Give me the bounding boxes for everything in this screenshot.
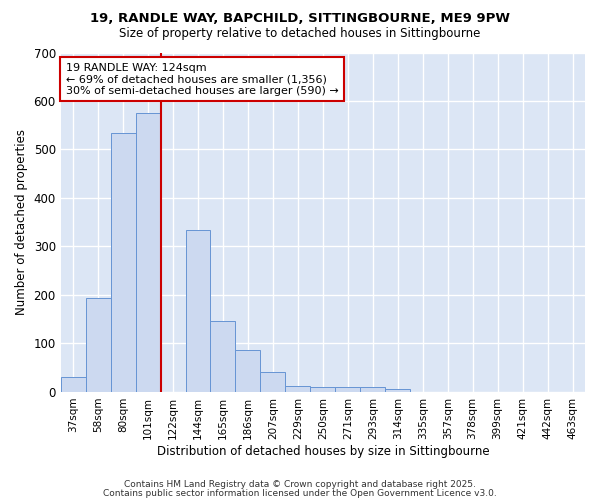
Text: Size of property relative to detached houses in Sittingbourne: Size of property relative to detached ho… bbox=[119, 28, 481, 40]
Bar bbox=[310, 387, 335, 392]
Bar bbox=[185, 230, 211, 392]
Text: 19, RANDLE WAY, BAPCHILD, SITTINGBOURNE, ME9 9PW: 19, RANDLE WAY, BAPCHILD, SITTINGBOURNE,… bbox=[90, 12, 510, 26]
Text: 19 RANDLE WAY: 124sqm
← 69% of detached houses are smaller (1,356)
30% of semi-d: 19 RANDLE WAY: 124sqm ← 69% of detached … bbox=[66, 62, 338, 96]
Text: Contains HM Land Registry data © Crown copyright and database right 2025.: Contains HM Land Registry data © Crown c… bbox=[124, 480, 476, 489]
X-axis label: Distribution of detached houses by size in Sittingbourne: Distribution of detached houses by size … bbox=[157, 444, 489, 458]
Bar bbox=[385, 389, 410, 392]
Bar bbox=[335, 387, 360, 392]
Bar bbox=[286, 386, 310, 392]
Bar bbox=[136, 113, 161, 392]
Bar bbox=[211, 320, 235, 392]
Bar bbox=[235, 350, 260, 392]
Bar bbox=[260, 372, 286, 392]
Bar bbox=[86, 298, 110, 392]
Bar bbox=[360, 387, 385, 392]
Bar bbox=[110, 132, 136, 392]
Y-axis label: Number of detached properties: Number of detached properties bbox=[15, 129, 28, 315]
Bar bbox=[61, 378, 86, 392]
Text: Contains public sector information licensed under the Open Government Licence v3: Contains public sector information licen… bbox=[103, 488, 497, 498]
